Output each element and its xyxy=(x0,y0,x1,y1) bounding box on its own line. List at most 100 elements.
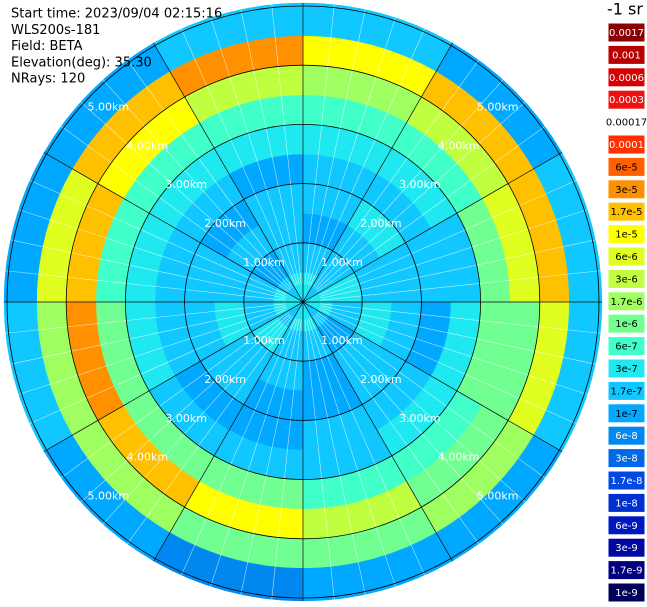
colorbar-box xyxy=(607,112,646,133)
colorbar-label: 1e-7 xyxy=(615,409,638,420)
range-label: 4.00km xyxy=(126,139,168,152)
colorbar-label: 1.7e-7 xyxy=(610,386,642,397)
colorbar-label: 1e-5 xyxy=(615,230,638,241)
ray-line xyxy=(319,209,588,297)
colorbar-label: 1e-6 xyxy=(615,319,638,330)
colorbar-box xyxy=(607,44,646,65)
ray-line xyxy=(319,307,588,395)
colorbar-label: 6e-7 xyxy=(615,342,638,353)
range-label: 3.00km xyxy=(165,412,207,425)
colorbar-label: 0.0006 xyxy=(609,73,644,84)
colorbar-label: 1.7e-5 xyxy=(610,207,642,218)
ray-line xyxy=(210,17,298,286)
colorbar-box xyxy=(607,89,646,110)
colorbar-box xyxy=(607,22,646,43)
ray-line xyxy=(60,126,289,292)
colorbar-box xyxy=(607,358,646,379)
colorbar-box xyxy=(607,448,646,469)
colorbar-label: 0.00017 xyxy=(606,118,647,129)
ray-line xyxy=(317,312,546,478)
ray-line xyxy=(181,318,297,576)
colorbar-box xyxy=(607,560,646,581)
colorbar-label: 6e-8 xyxy=(615,431,638,442)
range-label: 3.00km xyxy=(399,178,441,191)
colorbar-box xyxy=(607,179,646,200)
range-label: 1.00km xyxy=(321,256,363,269)
ray-line xyxy=(314,314,504,525)
ray-line xyxy=(314,79,504,290)
colorbar-box xyxy=(607,156,646,177)
ray-line xyxy=(29,308,287,424)
range-label: 4.00km xyxy=(126,451,168,464)
range-label: 5.00km xyxy=(477,490,519,503)
ray-line xyxy=(308,17,396,286)
colorbar-label: 6e-9 xyxy=(615,521,638,532)
ray-line xyxy=(127,59,293,288)
colorbar-box xyxy=(607,313,646,334)
ray-line xyxy=(304,4,335,285)
colorbar: 0.0017 0.001 0.0006 0.0003 0.00017 0.0001 6e-5… xyxy=(606,22,647,603)
range-label: 4.00km xyxy=(438,139,480,152)
spoke xyxy=(43,301,304,452)
ray-line xyxy=(319,308,577,424)
range-label: 2.00km xyxy=(204,373,246,386)
header-line: Elevation(deg): 35.30 xyxy=(11,55,152,70)
colorbar-label: 3e-5 xyxy=(615,185,638,196)
colorbar-label: 6e-6 xyxy=(615,252,638,263)
ray-line xyxy=(102,79,292,290)
ray-line xyxy=(315,101,526,291)
range-label: 1.00km xyxy=(243,334,285,347)
labels: 1.00km 1.00km 1.00km 1.00km 2.00km 2.00km 2.00… xyxy=(88,100,519,502)
colorbar-box xyxy=(607,246,646,267)
colorbar-box xyxy=(607,67,646,88)
ray-line xyxy=(304,319,335,600)
range-label: 3.00km xyxy=(165,178,207,191)
colorbar-label: 0.0003 xyxy=(609,95,644,106)
spoke xyxy=(302,152,563,303)
range-label: 2.00km xyxy=(360,217,402,230)
ray-line xyxy=(320,270,601,301)
colorbar-box xyxy=(607,470,646,491)
range-label: 5.00km xyxy=(88,490,130,503)
colorbar-box xyxy=(607,492,646,513)
colorbar-label: 3e-7 xyxy=(615,364,638,375)
colorbar-box xyxy=(607,134,646,155)
spoke xyxy=(153,42,304,303)
ray-line xyxy=(320,305,596,365)
ray-line xyxy=(10,305,286,365)
range-label: 5.00km xyxy=(88,100,130,113)
ray-line xyxy=(313,59,479,288)
ray-line xyxy=(271,4,302,285)
ray-line xyxy=(320,303,601,334)
colorbar-label: 1.7e-6 xyxy=(610,297,642,308)
header-line: Field: BETA xyxy=(11,39,83,54)
range-label: 5.00km xyxy=(477,100,519,113)
ray-line xyxy=(240,319,300,595)
colorbar-box xyxy=(607,537,646,558)
colorbar-box xyxy=(607,425,646,446)
spoke xyxy=(302,301,563,452)
colorbar-label: 1.7e-8 xyxy=(610,476,642,487)
range-label: 1.00km xyxy=(321,334,363,347)
ray-line xyxy=(181,28,297,286)
colorbar-box xyxy=(607,380,646,401)
colorbar-box xyxy=(607,268,646,289)
range-ring xyxy=(65,64,541,540)
spoke xyxy=(43,152,304,303)
ray-line xyxy=(80,313,291,503)
ray-line xyxy=(317,126,546,292)
colorbar-box xyxy=(607,582,646,603)
colorbar-label: 3e-8 xyxy=(615,454,638,465)
range-label: 2.00km xyxy=(360,373,402,386)
colorbar-label: 1.7e-9 xyxy=(610,566,642,577)
range-label: 2.00km xyxy=(204,217,246,230)
colorbar-label: 6e-5 xyxy=(615,162,638,173)
ray-line xyxy=(102,314,292,525)
ray-line xyxy=(60,312,289,478)
colorbar-box xyxy=(607,291,646,312)
colorbar-box xyxy=(607,336,646,357)
range-ring xyxy=(243,242,363,362)
spoke xyxy=(153,301,304,562)
colorbar-box xyxy=(607,224,646,245)
